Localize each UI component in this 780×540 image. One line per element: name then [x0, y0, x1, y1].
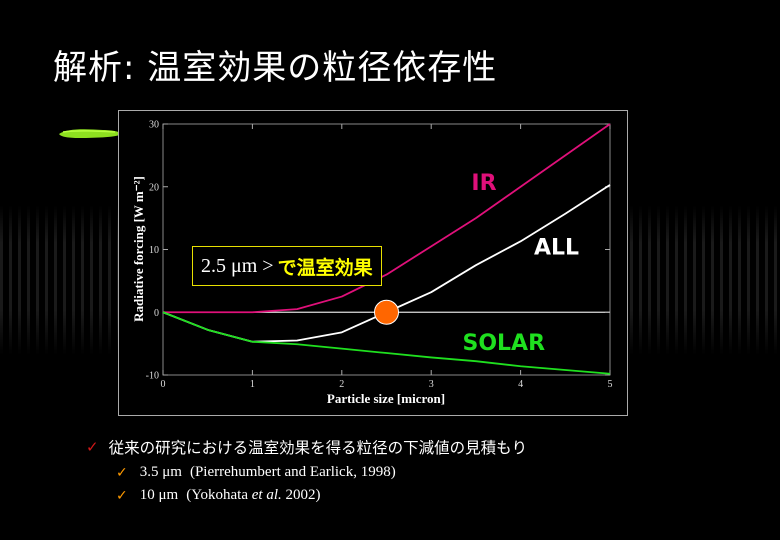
callout-box: 2.5 μm > で温室効果 [192, 246, 382, 286]
series-line-ir [163, 123, 611, 314]
y-tick-label: 10 [149, 245, 159, 256]
callout-jp-text: で温室効果 [277, 256, 373, 279]
x-tick-label: 1 [250, 379, 255, 390]
y-tick-label: -10 [146, 371, 159, 382]
y-tick-label: 0 [154, 308, 159, 319]
x-tick-label: 5 [608, 379, 613, 390]
x-axis-label: Particle size [micron] [327, 391, 445, 406]
bullet-sub-value: 3.5 μm [139, 464, 182, 480]
bullet-sub: ✓ 3.5 μm (Pierrehumbert and Earlick, 199… [116, 464, 527, 481]
highlight-brush-stroke [59, 129, 121, 138]
highlight-point [374, 299, 399, 325]
bullet-list: ✓ 従来の研究における温室効果を得る粒径の下減値の見積もり ✓ 3.5 μm (… [86, 436, 527, 504]
x-tick-label: 2 [339, 379, 344, 390]
callout-size-text: 2.5 μm > [201, 254, 274, 277]
x-tick-label: 0 [161, 379, 166, 390]
x-tick-label: 3 [429, 379, 434, 390]
x-tick-label: 4 [518, 379, 523, 390]
y-axis-label: Radiative forcing [W m⁻²] [131, 176, 146, 322]
slide-title: 解析: 温室効果の粒径依存性 [53, 48, 498, 88]
check-icon: ✓ [116, 487, 128, 504]
bullet-sub-ref: (Pierrehumbert and Earlick, 1998) [189, 464, 396, 480]
series-label-all: ALL [534, 236, 579, 261]
bullet-sub-value: 10 μm [139, 487, 179, 503]
y-tick-label: 30 [149, 120, 159, 131]
bullet-sub-ref: (Yokohata et al. 2002) [186, 487, 321, 503]
series-label-solar: SOLAR [462, 331, 545, 356]
check-icon: ✓ [86, 438, 99, 456]
bullet-sub: ✓ 10 μm (Yokohata et al. 2002) [116, 487, 527, 504]
series-line-solar [162, 311, 611, 375]
y-tick-label: 20 [149, 182, 159, 193]
bullet-main: ✓ 従来の研究における温室効果を得る粒径の下減値の見積もり [86, 436, 527, 458]
bullet-main-text: 従来の研究における温室効果を得る粒径の下減値の見積もり [108, 439, 528, 457]
series-label-ir: IR [471, 171, 496, 196]
check-icon: ✓ [116, 464, 128, 481]
